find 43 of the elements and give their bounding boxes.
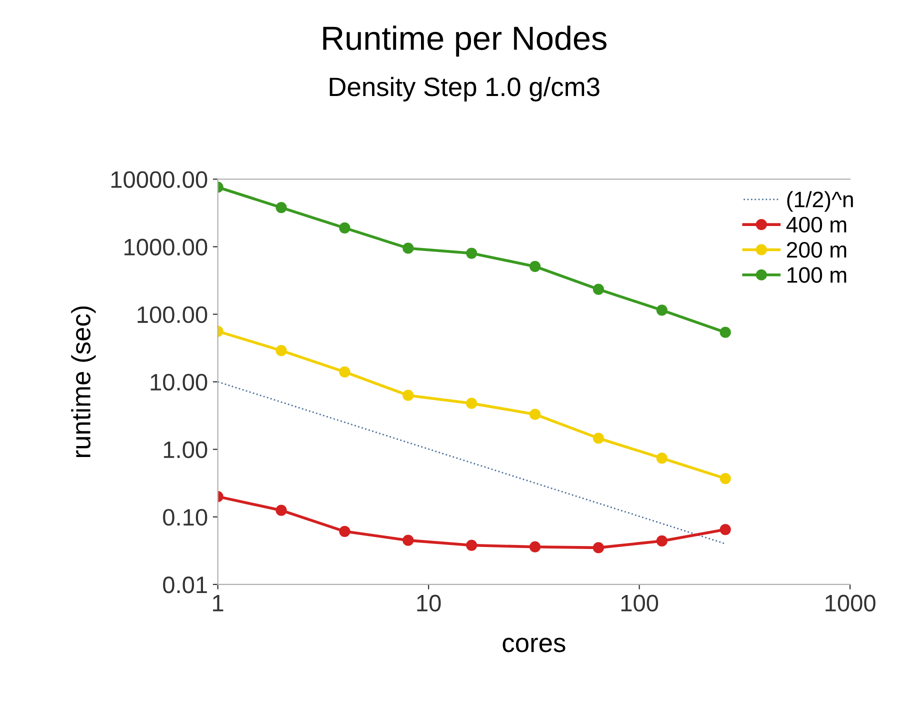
chart-subtitle: Density Step 1.0 g/cm3 <box>330 76 600 102</box>
legend-label: 400 m <box>786 216 846 233</box>
y-tick-label: 1000.00 <box>124 238 208 256</box>
point <box>276 504 287 516</box>
y-tick-label: 10.00 <box>150 374 208 391</box>
y-tick-label: 1.00 <box>164 441 208 458</box>
point <box>592 542 604 554</box>
point <box>276 202 287 214</box>
point <box>720 472 731 484</box>
x-tick-label: 100 <box>621 594 658 612</box>
point <box>402 242 414 254</box>
x-tick-label: 10 <box>417 594 441 612</box>
point <box>529 260 541 272</box>
x-tick-label: 1 <box>213 595 224 612</box>
point <box>656 452 668 464</box>
point <box>339 366 350 378</box>
point <box>466 248 478 259</box>
y-tick-label: 100.00 <box>138 306 208 324</box>
x-tick-label: 1000 <box>826 594 876 612</box>
point <box>276 345 287 356</box>
point <box>656 304 668 316</box>
point <box>720 326 731 338</box>
y-tick-label: 0.10 <box>163 508 208 526</box>
point <box>529 408 541 420</box>
point <box>720 524 731 536</box>
chart-title: Runtime per Nodes <box>323 26 606 57</box>
y-axis-title: runtime (sec) <box>71 306 96 458</box>
point <box>529 541 541 552</box>
legend-label: (1/2)^n <box>787 191 853 212</box>
y-tick-label: 10000.00 <box>111 171 208 188</box>
point <box>656 535 668 547</box>
point <box>592 432 604 444</box>
point <box>339 222 350 234</box>
point <box>592 284 604 295</box>
legend-label: 100 m <box>788 267 846 283</box>
x-axis-title: cores <box>502 638 566 652</box>
point <box>466 398 478 409</box>
point <box>339 526 350 537</box>
point <box>402 390 414 401</box>
y-tick-label: 0.01 <box>163 576 207 594</box>
legend-label: 200 m <box>786 242 846 258</box>
point <box>402 534 414 546</box>
point <box>466 540 478 551</box>
